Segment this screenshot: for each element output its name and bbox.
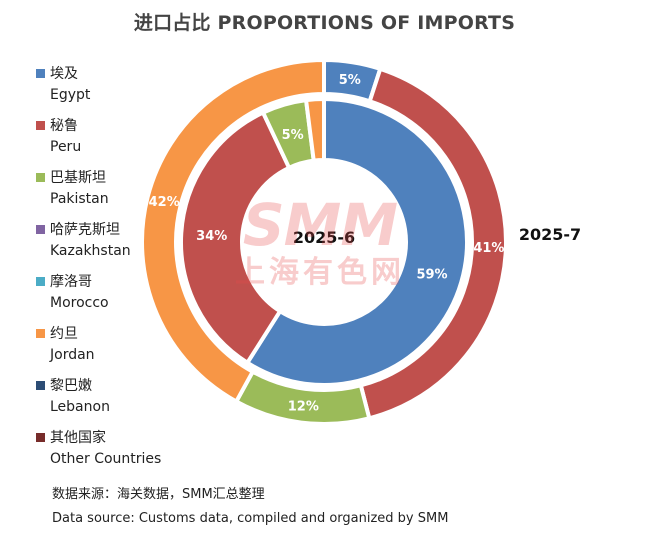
legend-item: 其他国家 Other Countries [36,426,161,478]
legend-label-zh: 其他国家 [50,430,106,446]
legend-label-zh: 巴基斯坦 [50,170,106,186]
data-label: 5% [339,73,361,88]
legend-label-en: Lebanon [50,399,110,415]
legend-item: 秘鲁 Peru [36,114,161,166]
legend-item: 巴基斯坦 Pakistan [36,166,161,218]
legend-label-zh: 黎巴嫩 [50,378,92,394]
data-label: 59% [416,267,447,282]
data-label: 5% [282,128,304,143]
legend-item: 摩洛哥 Morocco [36,270,161,322]
legend-swatch [36,380,45,390]
slice-2025-6-peru [179,110,292,365]
legend-swatch [36,224,45,234]
legend-label-en: Pakistan [50,191,109,207]
slice-2025-7-jordan [140,58,326,404]
legend-label-zh: 摩洛哥 [50,274,92,290]
legend-swatch [36,328,45,338]
data-label: 41% [473,241,504,256]
legend-swatch [36,276,45,286]
legend-item: 哈萨克斯坦 Kazakhstan [36,218,161,270]
source-note: 数据来源：海关数据，SMM汇总整理 Data source: Customs d… [52,484,448,532]
legend: 埃及 Egypt 秘鲁 Peru 巴基斯坦 Pakistan 哈萨克斯坦 Kazakhstan… [36,62,161,478]
data-label: 42% [149,195,180,210]
legend-label-en: Peru [50,139,82,155]
legend-label-zh: 约旦 [50,326,78,342]
legend-label-en: Egypt [50,87,91,103]
legend-swatch [36,120,45,130]
legend-label-en: Morocco [50,295,109,311]
legend-item: 埃及 Egypt [36,62,161,114]
legend-swatch [36,172,45,182]
legend-item: 约旦 Jordan [36,322,161,374]
data-label: 34% [196,229,227,244]
legend-swatch [36,432,45,442]
data-label: 12% [288,400,319,415]
series-label-inner: 2025-6 [293,228,355,247]
series-label-outer: 2025-7 [519,225,581,244]
legend-label-en: Kazakhstan [50,243,131,259]
legend-item: 黎巴嫩 Lebanon [36,374,161,426]
chart-title: 进口占比 PROPORTIONS OF IMPORTS [133,12,516,34]
source-zh: 数据来源：海关数据，SMM汇总整理 [52,487,265,502]
slice-2025-6-egypt [245,97,469,387]
legend-label-zh: 埃及 [50,66,78,82]
legend-label-en: Jordan [50,347,95,363]
legend-label-zh: 哈萨克斯坦 [50,222,120,238]
legend-label-zh: 秘鲁 [50,118,78,134]
source-en: Data source: Customs data, compiled and … [52,511,449,526]
legend-label-en: Other Countries [50,451,162,467]
legend-swatch [36,68,45,78]
slice-2025-6-jordan [304,97,326,163]
